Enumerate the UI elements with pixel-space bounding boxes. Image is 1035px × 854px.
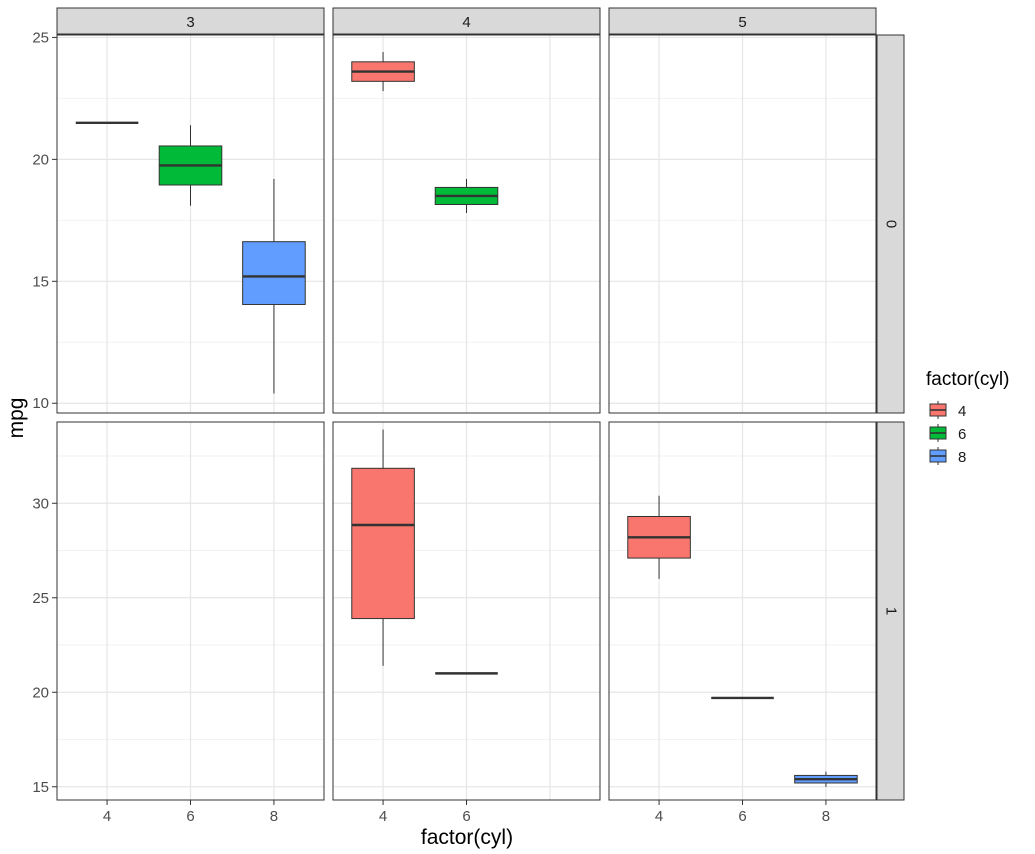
- legend-title: factor(cyl): [926, 369, 1009, 390]
- legend-label: 6: [958, 426, 966, 443]
- legend: factor(cyl) 4 6 8: [926, 369, 1009, 466]
- strips-layer: 3 4 5 0 1: [56, 7, 905, 801]
- boxplot-0-3-cyl6: [158, 125, 223, 206]
- boxplot-1-5-cyl8: [794, 771, 858, 787]
- facet-strip-col-label: 5: [738, 14, 746, 31]
- facet-strip-col: [608, 7, 877, 35]
- facet-strip-row: [876, 421, 905, 801]
- facet-strip-col-label: 3: [186, 14, 194, 31]
- x-tick-label: 6: [186, 808, 194, 825]
- box: [242, 241, 306, 305]
- x-tick-label: 8: [822, 808, 830, 825]
- x-axis-title: factor(cyl): [421, 826, 513, 849]
- legend-item-8: 8: [929, 447, 966, 466]
- boxplot-0-4-cyl4: [351, 52, 415, 92]
- boxplot-0-4-cyl6: [434, 178, 499, 214]
- legend-item-4: 4: [929, 401, 966, 420]
- boxplot-0-3-cyl8: [242, 178, 306, 394]
- legend-item-6: 6: [929, 424, 966, 443]
- legend-label: 8: [958, 449, 966, 466]
- facet-strip-row-label: 1: [883, 607, 900, 615]
- y-tick-label: 10: [32, 395, 49, 412]
- y-tick-label: 25: [32, 590, 49, 607]
- axes-layer: 10 15 20 25 15 20 25 30 4 6 8 4 6 4 6 8: [32, 29, 830, 825]
- boxplot-1-5-cyl4: [627, 495, 691, 579]
- panel-border: [56, 34, 325, 414]
- y-tick-label: 30: [32, 495, 49, 512]
- panel-border: [332, 34, 601, 414]
- facet-strip-col: [56, 7, 325, 35]
- box: [351, 467, 415, 620]
- panel-border: [608, 34, 877, 414]
- x-tick-label: 8: [270, 808, 278, 825]
- y-tick-label: 25: [32, 29, 49, 46]
- boxplot-1-4-cyl4: [351, 429, 415, 666]
- y-tick-label: 20: [32, 684, 49, 701]
- facet-strip-row-label: 0: [883, 220, 900, 228]
- y-tick-label: 15: [32, 273, 49, 290]
- facet-strip-col-label: 4: [462, 14, 470, 31]
- legend-label: 4: [958, 403, 966, 420]
- facet-strip-col: [332, 7, 601, 35]
- x-tick-label: 4: [655, 808, 663, 825]
- x-tick-label: 6: [462, 808, 470, 825]
- panels-layer: [56, 34, 877, 801]
- y-tick-label: 15: [32, 779, 49, 796]
- x-tick-label: 4: [379, 808, 387, 825]
- y-tick-label: 20: [32, 151, 49, 168]
- x-tick-label: 6: [738, 808, 746, 825]
- facet-strip-row: [876, 34, 905, 414]
- y-axis-title: mpg: [5, 398, 28, 439]
- x-tick-label: 4: [103, 808, 111, 825]
- marks-layer: [75, 52, 858, 787]
